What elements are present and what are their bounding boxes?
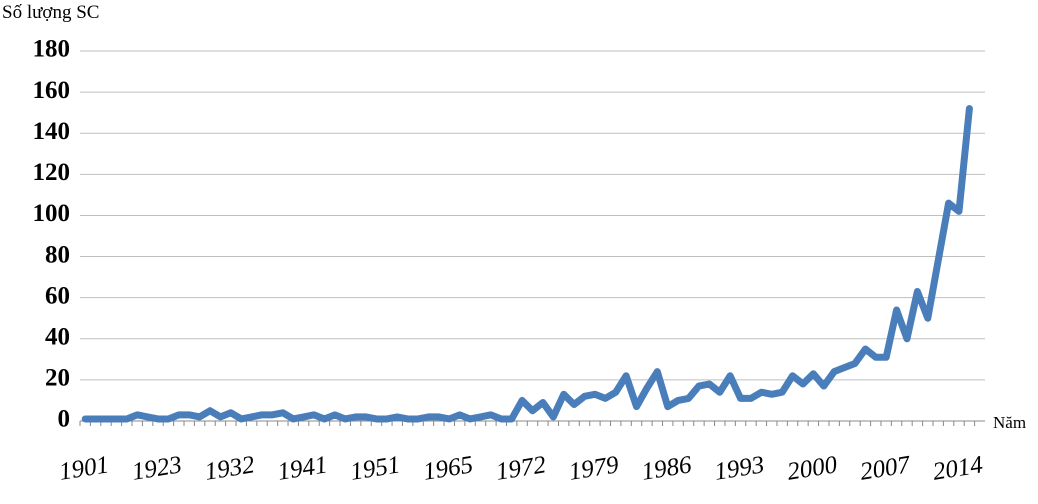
y-tick-label: 180 [33, 36, 71, 63]
x-axis-label: Năm [993, 413, 1026, 432]
y-tick-label: 60 [45, 282, 70, 309]
x-tick-label: 1923 [130, 451, 184, 485]
x-tick-label: 2014 [931, 451, 985, 485]
y-tick-label: 160 [33, 77, 71, 104]
y-tick-label: 20 [45, 365, 70, 392]
y-tick-label: 120 [33, 159, 71, 186]
x-tick-label: 1941 [276, 451, 330, 485]
y-tick-label: 0 [58, 406, 71, 433]
y-tick-label: 140 [33, 118, 71, 145]
y-tick-label: 80 [45, 241, 70, 268]
x-tick-label: 1901 [57, 451, 111, 485]
x-tick-label: 1979 [567, 451, 621, 486]
x-tick-label: 1965 [421, 451, 475, 485]
x-tick-label: 1951 [348, 451, 402, 485]
x-tick-label: 1972 [494, 451, 548, 485]
x-tick-label: 1993 [713, 451, 767, 485]
y-tick-label: 40 [45, 324, 70, 351]
y-tick-label: 100 [33, 200, 71, 227]
x-tick-label: 1932 [203, 451, 257, 485]
x-tick-label: 2007 [858, 451, 913, 486]
x-tick-label: 1986 [640, 451, 694, 486]
x-tick-label: 2000 [785, 451, 839, 486]
data-line [81, 105, 973, 423]
y-axis-label: Số lượng SC [2, 2, 99, 23]
